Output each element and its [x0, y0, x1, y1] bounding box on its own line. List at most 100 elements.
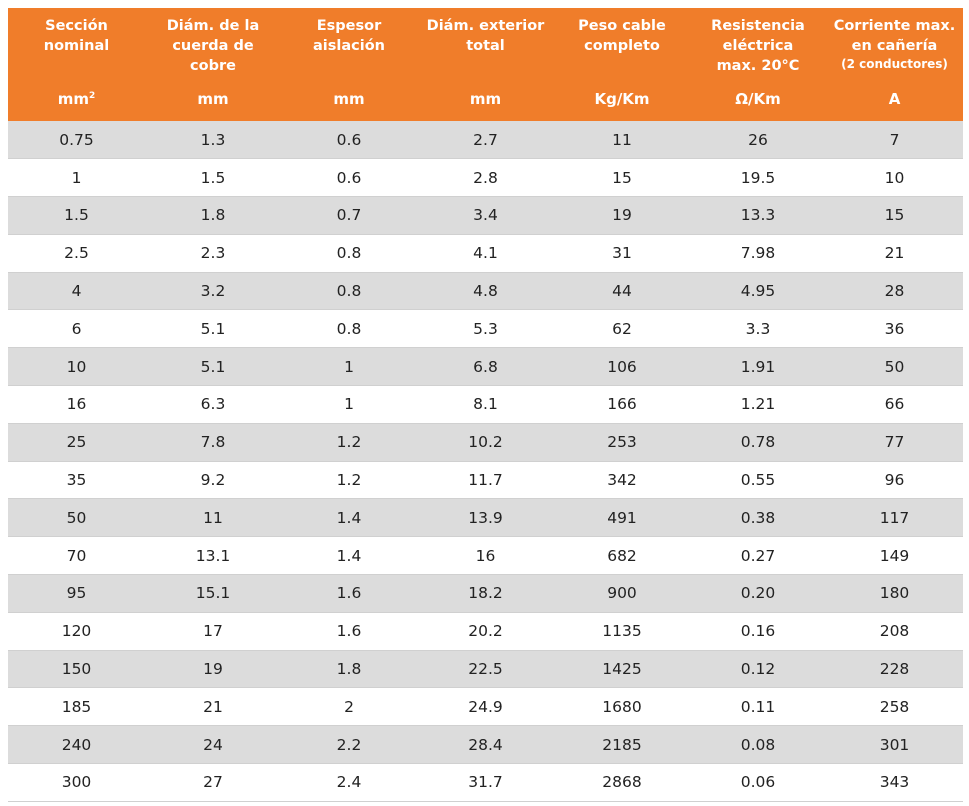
table-cell: 1.5: [145, 158, 281, 198]
table-cell: 342: [554, 461, 690, 500]
table-row: 240 24 2.2 28.4 2185 0.08 301: [8, 725, 963, 765]
unit-label: mm: [333, 90, 365, 108]
table-cell: 66: [826, 385, 963, 424]
table-cell: 2.4: [281, 763, 417, 802]
table-cell: 15: [826, 196, 963, 235]
table-cell: 1.8: [145, 196, 281, 235]
table-cell: 10: [8, 347, 145, 387]
table-cell: 0.6: [281, 121, 417, 160]
table-cell: 6.3: [145, 385, 281, 424]
table-cell: 9.2: [145, 461, 281, 500]
table-row: 120 17 1.6 20.2 1135 0.16 208: [8, 612, 963, 651]
column-header-1: Diám. de la cuerda de cobre: [145, 8, 281, 80]
table-cell: 301: [826, 725, 963, 765]
table-cell: 19: [145, 650, 281, 689]
table-cell: 0.75: [8, 121, 145, 160]
column-unit-0: mm2: [8, 80, 145, 121]
table-cell: 5.1: [145, 309, 281, 349]
table-cell: 62: [554, 309, 690, 349]
table-cell: 0.8: [281, 234, 417, 273]
table-cell: 0.11: [690, 687, 826, 727]
table-row: 95 15.1 1.6 18.2 900 0.20 180: [8, 574, 963, 613]
table-cell: 11.7: [417, 461, 554, 500]
column-header-line: Sección: [45, 18, 108, 34]
table-cell: 150: [8, 650, 145, 689]
table-cell: 120: [8, 612, 145, 651]
table-cell: 6.8: [417, 347, 554, 387]
table-cell: 0.06: [690, 763, 826, 802]
unit-label: A: [888, 90, 901, 108]
column-header-line: en cañería: [851, 38, 938, 54]
column-header-6: Corriente max. en cañería (2 conductores): [826, 8, 963, 80]
table-cell: 0.7: [281, 196, 417, 235]
table-cell: 77: [826, 423, 963, 462]
table-cell: 4.1: [417, 234, 554, 273]
table-cell: 22.5: [417, 650, 554, 689]
table-cell: 682: [554, 536, 690, 576]
table-row: 300 27 2.4 31.7 2868 0.06 343: [8, 763, 963, 802]
table-cell: 1.4: [281, 498, 417, 538]
column-header-line: cuerda de: [172, 38, 254, 54]
table-row: 150 19 1.8 22.5 1425 0.12 228: [8, 650, 963, 689]
table-cell: 106: [554, 347, 690, 387]
table-cell: 15.1: [145, 574, 281, 613]
table-cell: 26: [690, 121, 826, 160]
table-cell: 258: [826, 687, 963, 727]
table-cell: 1.21: [690, 385, 826, 424]
unit-superscript: 2: [89, 91, 96, 101]
table-row: 2.5 2.3 0.8 4.1 31 7.98 21: [8, 234, 963, 273]
table-cell: 1.6: [281, 574, 417, 613]
column-header-3: Diám. exterior total: [417, 8, 554, 80]
table-cell: 1.2: [281, 461, 417, 500]
table-cell: 180: [826, 574, 963, 613]
table-cell: 4.8: [417, 272, 554, 311]
table-cell: 28.4: [417, 725, 554, 765]
table-cell: 27: [145, 763, 281, 802]
table-cell: 0.12: [690, 650, 826, 689]
table-body: 0.75 1.3 0.6 2.7 11 26 7 1 1.5 0.6 2.8 15 19.5 10 1.5 1…: [8, 121, 963, 802]
column-unit-3: mm: [417, 80, 554, 121]
table-cell: 44: [554, 272, 690, 311]
table-row: 10 5.1 1 6.8 106 1.91 50: [8, 347, 963, 387]
table-row: 70 13.1 1.4 16 682 0.27 149: [8, 536, 963, 576]
table-cell: 240: [8, 725, 145, 765]
table-row: 25 7.8 1.2 10.2 253 0.78 77: [8, 423, 963, 462]
table-header: Sección nominal Diám. de la cuerda de cobre E…: [8, 8, 963, 121]
table-cell: 36: [826, 309, 963, 349]
table-cell: 0.27: [690, 536, 826, 576]
table-cell: 1425: [554, 650, 690, 689]
table-row: 50 11 1.4 13.9 491 0.38 117: [8, 498, 963, 538]
table-cell: 11: [554, 121, 690, 160]
table-cell: 0.16: [690, 612, 826, 651]
table-cell: 6: [8, 309, 145, 349]
table-cell: 0.20: [690, 574, 826, 613]
table-cell: 8.1: [417, 385, 554, 424]
table-cell: 0.6: [281, 158, 417, 198]
table-cell: 13.3: [690, 196, 826, 235]
table-cell: 1.2: [281, 423, 417, 462]
table-cell: 185: [8, 687, 145, 727]
column-header-line: max. 20°C: [716, 58, 800, 74]
column-header-line: cobre: [190, 58, 236, 74]
table-cell: 50: [8, 498, 145, 538]
column-header-line: nominal: [43, 38, 110, 54]
column-header-line: Diám. de la: [166, 18, 260, 34]
table-cell: 0.78: [690, 423, 826, 462]
column-header-line: total: [466, 38, 505, 54]
table-cell: 13.9: [417, 498, 554, 538]
table-cell: 149: [826, 536, 963, 576]
column-header-line: Resistencia: [711, 18, 805, 34]
table-cell: 1.3: [145, 121, 281, 160]
table-cell: 15: [554, 158, 690, 198]
table-cell: 31: [554, 234, 690, 273]
table-cell: 253: [554, 423, 690, 462]
table-cell: 2.2: [281, 725, 417, 765]
column-header-note: (2 conductores): [841, 57, 948, 71]
table-row: 6 5.1 0.8 5.3 62 3.3 36: [8, 309, 963, 349]
table-cell: 13.1: [145, 536, 281, 576]
table-cell: 1.4: [281, 536, 417, 576]
column-header-line: Espesor: [316, 18, 382, 34]
column-header-line: Diám. exterior: [426, 18, 545, 34]
table-cell: 10: [826, 158, 963, 198]
column-unit-1: mm: [145, 80, 281, 121]
